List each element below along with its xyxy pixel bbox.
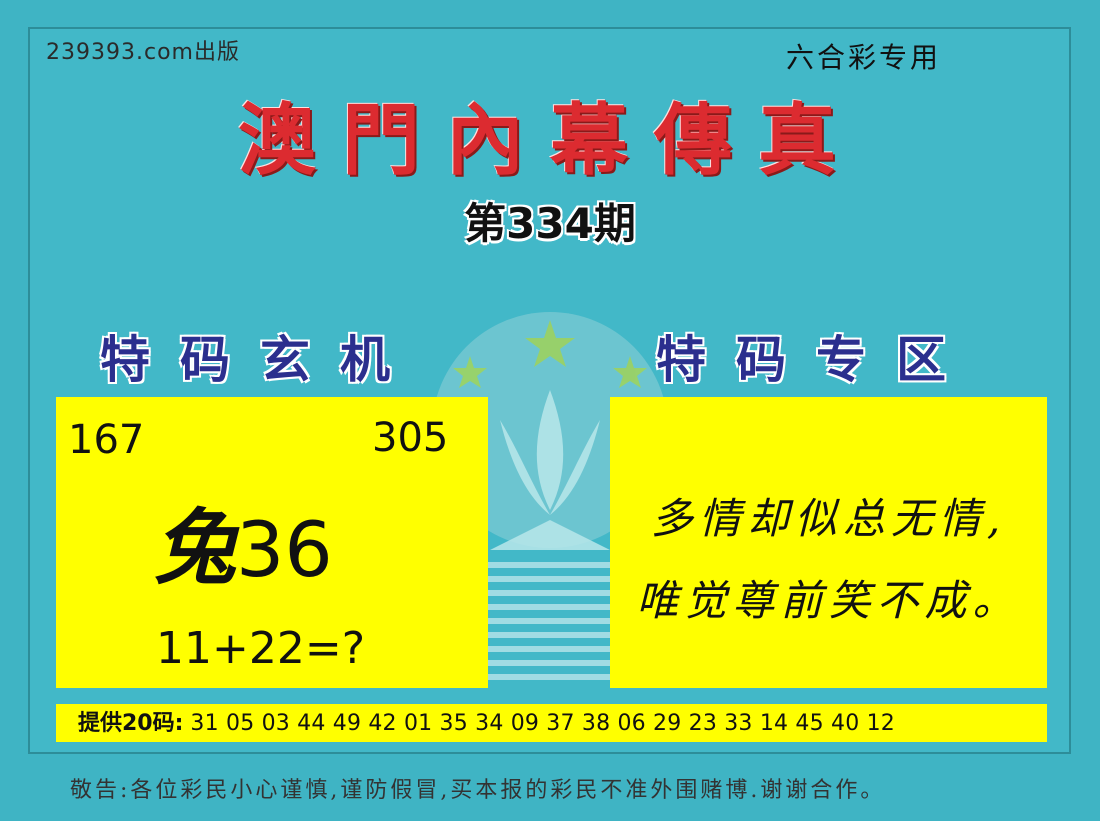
code-label: 提供20码: (78, 711, 184, 736)
code-list-bar: 提供20码: 31 05 03 44 49 42 01 35 34 09 37 … (56, 704, 1047, 742)
number-b: 305 (372, 415, 449, 461)
section-title-right: 特码专区 (656, 331, 976, 389)
prediction-box-left: 167 305 兔36 11+22=? (56, 397, 488, 688)
number-a: 167 (68, 417, 145, 463)
page-title: 澳門內幕傳真 (237, 95, 862, 186)
poem-line-2: 唯觉尊前笑不成。 (636, 576, 1021, 625)
zodiac-sign: 兔 (154, 500, 236, 596)
issue-number: 第334期 (464, 199, 636, 248)
publisher-text: 239393.com出版 (46, 40, 240, 65)
poem-line-1: 多情却似总无情, (650, 494, 1007, 543)
macau-emblem-icon (432, 312, 668, 680)
equation-text: 11+22=? (156, 623, 366, 674)
special-use-text: 六合彩专用 (786, 41, 942, 74)
zodiac-row: 兔36 (154, 481, 333, 600)
section-title-left: 特码玄机 (100, 331, 420, 389)
footer-warning: 敬告:各位彩民小心谨慎,谨防假冒,买本报的彩民不准外围赌博.谢谢合作。 (70, 778, 886, 803)
code-numbers: 31 05 03 44 49 42 01 35 34 09 37 38 06 2… (190, 711, 895, 736)
prediction-box-right: 多情却似总无情, 唯觉尊前笑不成。 (610, 397, 1047, 688)
zodiac-number: 36 (236, 505, 333, 594)
